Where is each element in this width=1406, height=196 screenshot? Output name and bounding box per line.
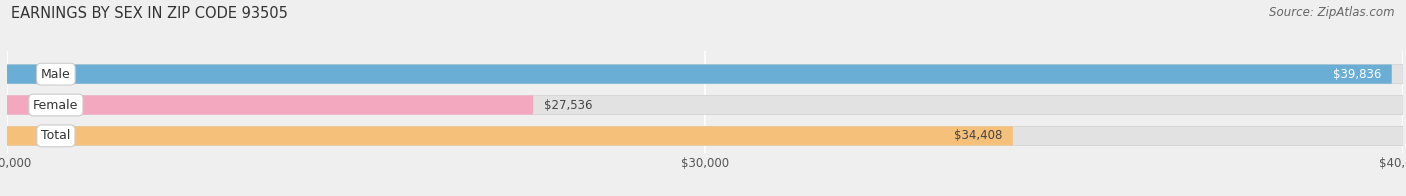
Text: Total: Total (41, 129, 70, 142)
Text: Female: Female (34, 99, 79, 112)
Text: EARNINGS BY SEX IN ZIP CODE 93505: EARNINGS BY SEX IN ZIP CODE 93505 (11, 6, 288, 21)
Text: Source: ZipAtlas.com: Source: ZipAtlas.com (1270, 6, 1395, 19)
FancyBboxPatch shape (7, 95, 533, 115)
FancyBboxPatch shape (7, 126, 1403, 145)
FancyBboxPatch shape (7, 126, 1012, 145)
FancyBboxPatch shape (7, 64, 1392, 84)
Text: Male: Male (41, 68, 70, 81)
Text: $34,408: $34,408 (955, 129, 1002, 142)
Text: $39,836: $39,836 (1333, 68, 1381, 81)
Text: $27,536: $27,536 (544, 99, 592, 112)
FancyBboxPatch shape (7, 95, 1403, 115)
FancyBboxPatch shape (7, 64, 1403, 84)
